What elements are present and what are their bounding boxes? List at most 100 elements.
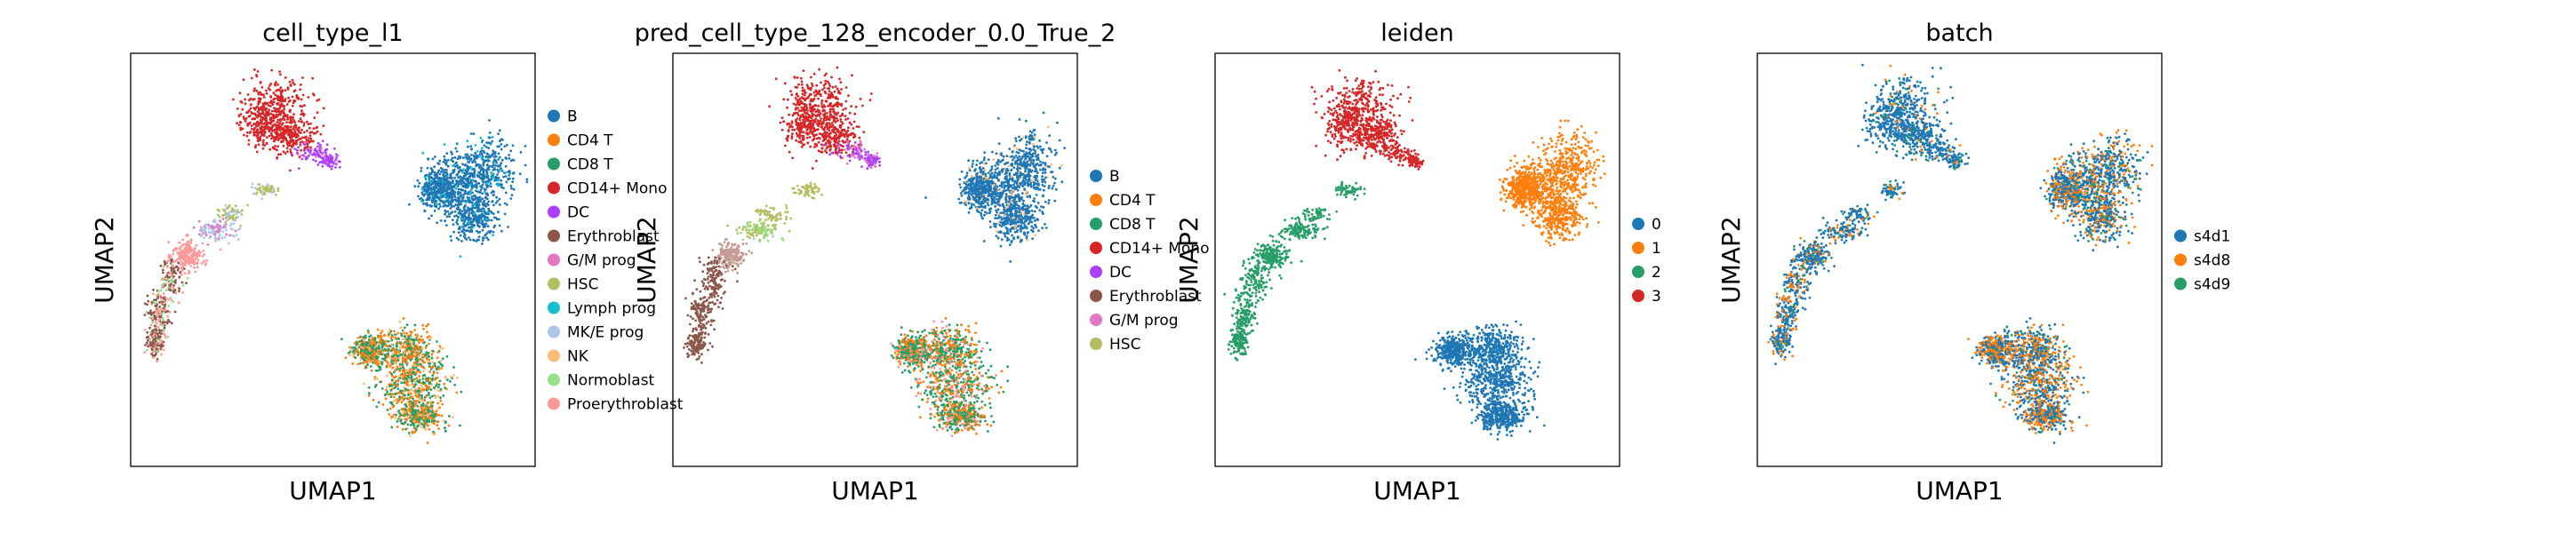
scatter-point [839, 115, 842, 118]
scatter-point [499, 155, 501, 159]
scatter-point [228, 217, 231, 220]
scatter-point [421, 323, 424, 327]
scatter-point [288, 80, 292, 84]
scatter-point [313, 116, 316, 120]
scatter-point [248, 109, 251, 112]
scatter-point [252, 107, 255, 110]
scatter-point [362, 361, 365, 364]
scatter-point [164, 310, 168, 314]
scatter-point [394, 399, 397, 402]
scatter-point [312, 92, 315, 96]
scatter-point [146, 330, 149, 334]
scatter-point [277, 153, 280, 156]
scatter-point [197, 250, 201, 252]
scatter-point [428, 358, 430, 362]
scatter-point [319, 150, 323, 154]
scatter-point [459, 155, 462, 159]
scatter-point [236, 238, 240, 242]
scatter-point [396, 420, 399, 423]
scatter-point [159, 315, 163, 319]
scatter-point [847, 94, 850, 97]
scatter-point [525, 180, 529, 184]
scatter-point [478, 155, 482, 157]
scatter-point [263, 130, 266, 133]
scatter-point [281, 95, 284, 98]
scatter-point [379, 380, 382, 384]
scatter-point [389, 330, 393, 333]
scatter-point [467, 178, 470, 181]
scatter-point [844, 118, 847, 121]
scatter-point [455, 199, 459, 203]
scatter-point [441, 346, 444, 350]
scatter-point [238, 227, 242, 230]
legend-marker [548, 253, 560, 266]
scatter-point [308, 154, 310, 157]
scatter-point [436, 424, 439, 427]
scatter-point [378, 346, 381, 350]
scatter-point [380, 344, 384, 347]
scatter-point [423, 361, 427, 364]
scatter-point [423, 407, 427, 410]
scatter-point [158, 344, 162, 347]
scatter-point [511, 144, 515, 147]
scatter-point [314, 155, 317, 158]
scatter-point [401, 361, 404, 363]
scatter-point [264, 127, 267, 131]
scatter-point [455, 376, 459, 379]
scatter-point [324, 160, 327, 163]
scatter-point [290, 125, 292, 129]
scatter-point [492, 149, 495, 153]
scatter-point [400, 408, 404, 410]
scatter-point [433, 209, 436, 212]
scatter-point [496, 164, 500, 168]
scatter-point [424, 353, 427, 356]
scatter-point [151, 350, 155, 354]
scatter-point [398, 415, 401, 418]
scatter-point [368, 361, 371, 364]
scatter-point [798, 118, 802, 122]
scatter-point [433, 171, 436, 174]
scatter-point [180, 273, 183, 276]
scatter-point [381, 403, 385, 406]
scatter-point [418, 197, 421, 201]
scatter-point [259, 126, 261, 130]
scatter-point [416, 179, 420, 182]
scatter-point [180, 266, 183, 269]
scatter-point [434, 195, 436, 199]
scatter-point [322, 107, 325, 110]
scatter-point [463, 178, 467, 180]
scatter-point [200, 262, 204, 265]
scatter-point [369, 365, 372, 368]
scatter-point [482, 202, 484, 205]
scatter-point [442, 419, 445, 423]
scatter-point [262, 139, 265, 142]
scatter-point [427, 408, 430, 411]
scatter-point [309, 149, 312, 153]
scatter-point [459, 234, 462, 237]
scatter-point [390, 338, 394, 342]
scatter-point [464, 169, 468, 172]
scatter-point [468, 217, 472, 220]
scatter-point [147, 299, 150, 303]
scatter-point [413, 379, 417, 382]
scatter-point [181, 291, 185, 294]
scatter-point [145, 336, 148, 339]
scatter-point [283, 118, 286, 122]
scatter-point [426, 354, 429, 356]
scatter-point [153, 298, 156, 302]
scatter-point [457, 238, 460, 242]
scatter-point [410, 388, 413, 392]
scatter-point [417, 354, 420, 358]
scatter-point [428, 412, 432, 415]
scatter-point [255, 114, 259, 117]
scatter-point [787, 130, 790, 133]
scatter-point [335, 155, 339, 159]
scatter-point [469, 220, 473, 224]
scatter-point [490, 191, 493, 195]
scatter-point [484, 234, 487, 237]
scatter-point [412, 424, 416, 427]
scatter-point [432, 350, 435, 353]
scatter-point [152, 289, 155, 291]
scatter-point [186, 255, 189, 258]
scatter-point [796, 76, 799, 79]
